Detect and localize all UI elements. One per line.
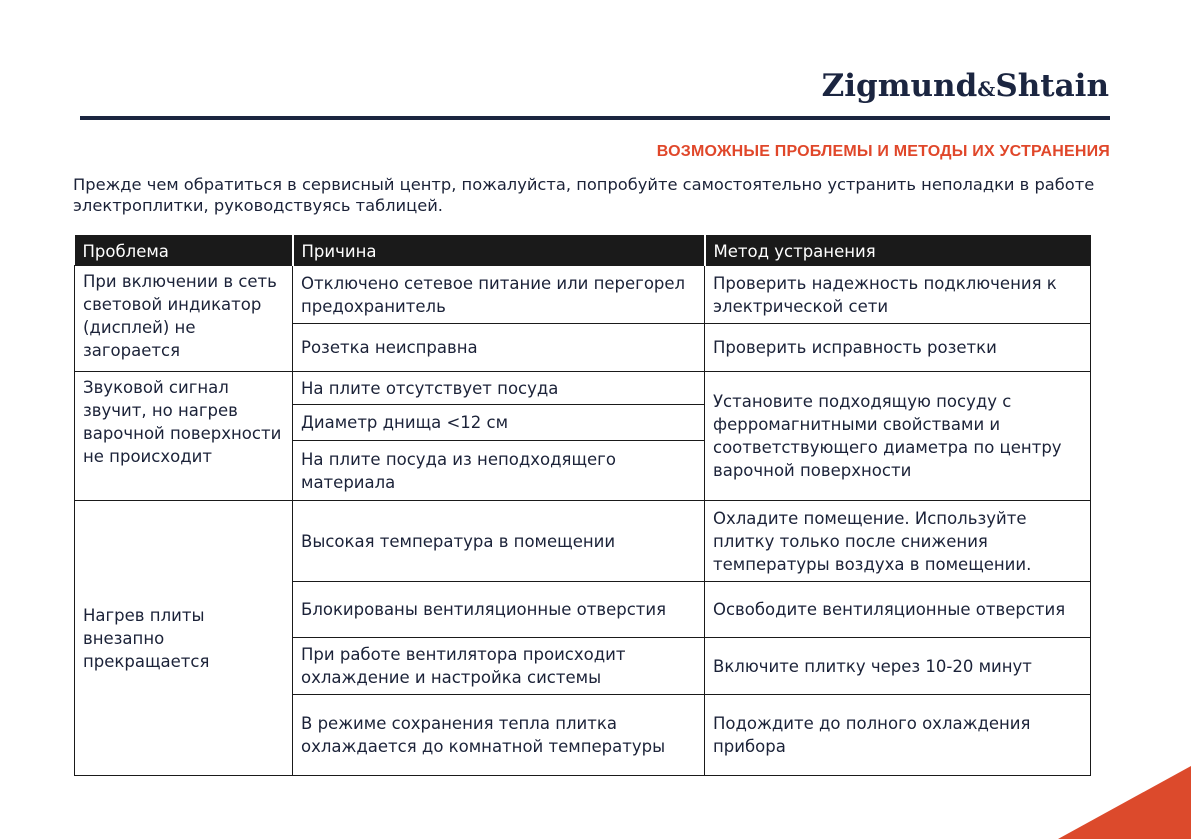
logo-text-2: Shtain (995, 68, 1109, 104)
table-row: Звуковой сигнал звучит, но нагрев варочн… (74, 371, 1091, 501)
troubleshooting-table: Проблема Причина Метод устранения При вк… (74, 235, 1091, 776)
method-cell: Охладите помещение. Используйте плитку т… (704, 500, 1091, 582)
method-cell: Включите плитку через 10-20 минут (704, 637, 1091, 695)
cause-cell: Высокая температура в помещении (292, 500, 705, 582)
method-cell: Проверить надежность подключения к элект… (704, 265, 1091, 324)
cause-cell: В режиме сохранения тепла плитка охлажда… (292, 694, 705, 776)
cause-cell: На плите отсутствует посуда (292, 371, 705, 405)
logo-amp: & (977, 77, 996, 101)
cause-cell: На плите посуда из неподходящего материа… (292, 440, 705, 501)
table-row: Розетка неисправна Проверить исправность… (75, 323, 1091, 372)
table-row: В режиме сохранения тепла плитка охлажда… (75, 694, 1091, 776)
header-cause: Причина (291, 235, 705, 266)
brand-logo: Zigmund&Shtain (822, 68, 1109, 104)
header-rule (80, 116, 1110, 120)
method-cell: Проверить исправность розетки (704, 323, 1091, 372)
section-title: ВОЗМОЖНЫЕ ПРОБЛЕМЫ И МЕТОДЫ ИХ УСТРАНЕНИ… (656, 143, 1110, 160)
intro-paragraph: Прежде чем обратиться в сервисный центр,… (73, 175, 1095, 215)
table-row: Нагрев плиты внезапно прекращается Высок… (74, 500, 1091, 776)
logo-text: Zigmund (821, 68, 978, 104)
header-method: Метод устранения (703, 235, 1091, 266)
table-header-row: Проблема Причина Метод устранения (74, 235, 1091, 266)
header-problem: Проблема (74, 235, 293, 266)
method-cell: Освободите вентиляционные отверстия (704, 581, 1091, 638)
problem-cell: Звуковой сигнал звучит, но нагрев варочн… (74, 371, 293, 501)
cause-cell: Диаметр днища <12 см (292, 404, 705, 441)
method-cell: Установите подходящую посуду с ферромагн… (704, 371, 1091, 501)
cause-cell: Отключено сетевое питание или перегорел … (292, 265, 705, 324)
problem-cell: Нагрев плиты внезапно прекращается (74, 500, 293, 776)
table-row: При включении в сеть световой индикатор … (74, 265, 1091, 372)
problem-cell: При включении в сеть световой индикатор … (74, 265, 293, 372)
method-cell: Подождите до полного охлаждения прибора (704, 694, 1091, 776)
table-row: При работе вентилятора происходит охлажд… (75, 637, 1091, 695)
table-row: Блокированы вентиляционные отверстия Осв… (75, 581, 1091, 638)
cause-cell: Розетка неисправна (292, 323, 705, 372)
cause-cell: Блокированы вентиляционные отверстия (292, 581, 705, 638)
cause-cell: При работе вентилятора происходит охлажд… (292, 637, 705, 695)
table-row: На плите посуда из неподходящего материа… (75, 440, 1091, 501)
corner-triangle-decoration (1058, 766, 1191, 839)
